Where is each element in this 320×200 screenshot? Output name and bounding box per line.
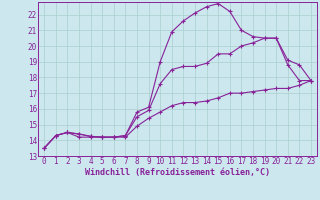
X-axis label: Windchill (Refroidissement éolien,°C): Windchill (Refroidissement éolien,°C) bbox=[85, 168, 270, 177]
